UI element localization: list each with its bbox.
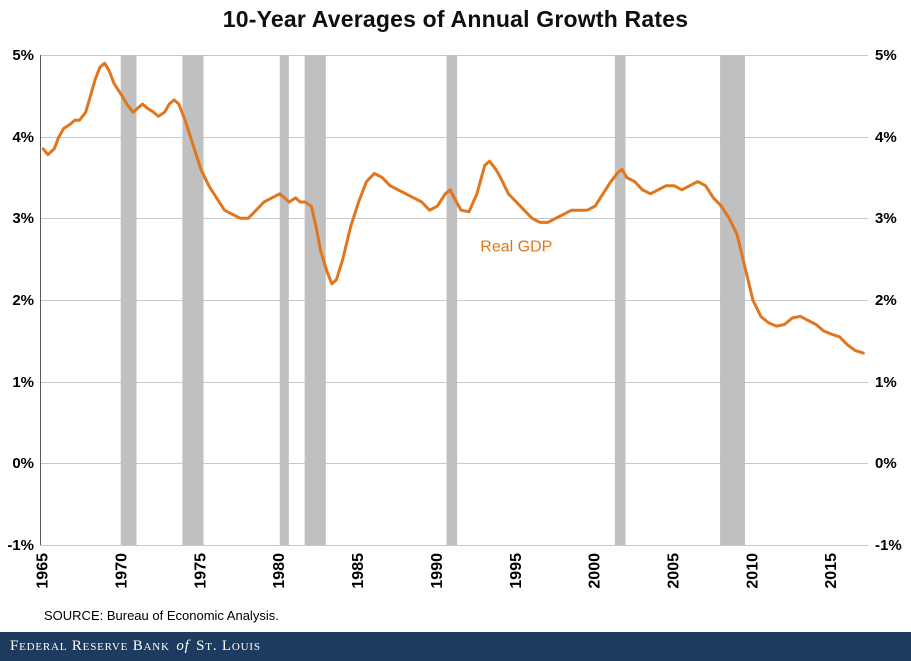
recession-band [120, 55, 137, 545]
growth-rate-chart: 5% 5%4% 4%3% 3%2% 2%1% 1%0% 0%-1% -1%1965 1970 19… [7, 47, 902, 589]
y-axis-label-left: 5% [12, 47, 34, 64]
y-axis-label-right: -1% [875, 537, 902, 554]
real-gdp-line [41, 61, 865, 355]
y-axis-label-right: 2% [875, 292, 897, 309]
x-axis-label: 1995 [508, 553, 525, 589]
footer-brand-of: of [176, 638, 190, 654]
recession-band [446, 55, 458, 545]
y-axis-label-right: 4% [875, 129, 897, 146]
recession-band [614, 55, 626, 545]
x-axis-label: 1975 [192, 553, 209, 589]
y-axis-label-right: 0% [875, 455, 897, 472]
source-note: SOURCE: Bureau of Economic Analysis. [44, 608, 279, 623]
y-axis-label-left: 3% [12, 210, 34, 227]
x-axis-label: 2000 [587, 553, 604, 589]
y-axis-label-right: 5% [875, 47, 897, 64]
footer-brand: Federal Reserve Bank of St. Louis [0, 638, 261, 655]
x-axis-label: 2015 [823, 553, 840, 589]
recession-band [304, 55, 326, 545]
y-axis-label-left: 1% [12, 374, 34, 391]
footer-brand-part1: Federal Reserve Bank [10, 638, 170, 654]
recession-band [279, 55, 289, 545]
x-axis-label: 1980 [271, 553, 288, 589]
x-axis-label: 1985 [350, 553, 367, 589]
page-title: 10-Year Averages of Annual Growth Rates [222, 6, 689, 32]
y-axis-label-left: 2% [12, 292, 34, 309]
footer-bar: Federal Reserve Bank of St. Louis [0, 632, 911, 661]
footer-brand-part3: St. Louis [196, 638, 261, 654]
x-axis-label: 1990 [429, 553, 446, 589]
y-axis-label-left: -1% [7, 537, 34, 554]
x-axis-label: 2010 [744, 553, 761, 589]
series-label-real-gdp: Real GDP [480, 238, 552, 255]
x-axis-label: 1965 [35, 553, 52, 589]
y-axis-label-right: 1% [875, 374, 897, 391]
recession-band [720, 55, 745, 545]
x-axis-label: 1970 [114, 553, 131, 589]
y-axis-label-left: 0% [12, 455, 34, 472]
x-axis-label: 2005 [666, 553, 683, 589]
y-axis-label-left: 4% [12, 129, 34, 146]
y-axis-label-right: 3% [875, 210, 897, 227]
recession-band [182, 55, 204, 545]
